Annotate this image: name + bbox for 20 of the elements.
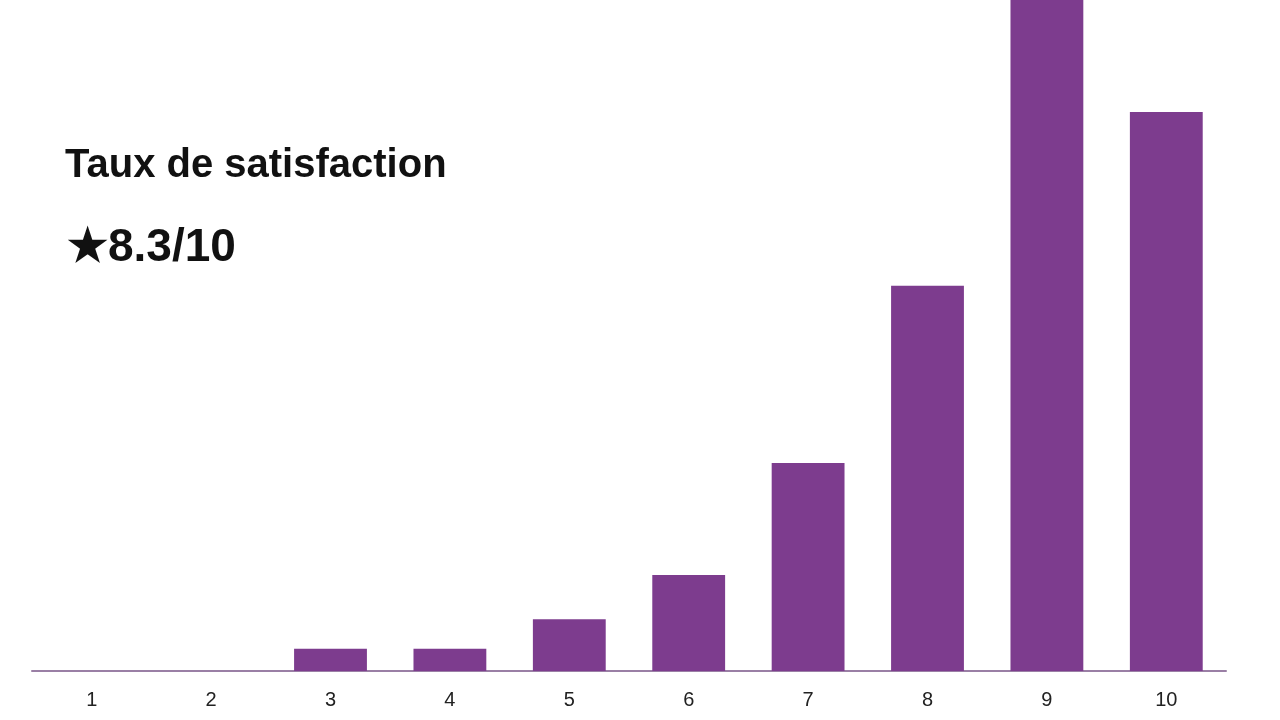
x-tick-label: 7: [802, 688, 814, 710]
x-tick-label: 10: [1155, 688, 1178, 710]
bar: [652, 575, 726, 671]
annotation: ★8.3/10: [67, 219, 236, 271]
bar: [413, 648, 487, 671]
bar: [1010, 0, 1084, 671]
x-tick-label: 1: [86, 688, 98, 710]
x-tick-label: 4: [444, 688, 456, 710]
bar: [771, 462, 845, 671]
bar: [1129, 112, 1203, 671]
x-tick-label: 3: [324, 688, 337, 710]
x-tick-label: 9: [1041, 688, 1053, 710]
bar: [891, 285, 964, 671]
x-tick-label: 2: [205, 688, 217, 710]
bar: [532, 619, 606, 671]
x-tick-label: 6: [683, 688, 695, 710]
text: Taux de satisfaction: [65, 141, 447, 185]
x-tick-label: 5: [563, 688, 575, 710]
x-tick-label: 8: [921, 688, 934, 710]
bar: [294, 648, 367, 671]
